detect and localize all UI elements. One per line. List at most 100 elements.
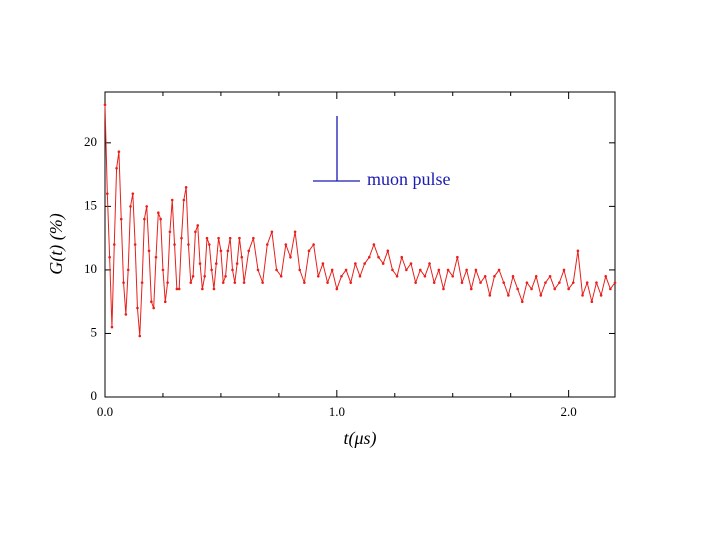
data-point bbox=[108, 255, 111, 259]
data-point bbox=[131, 192, 135, 195]
data-point bbox=[609, 287, 612, 291]
data-point bbox=[187, 243, 190, 246]
data-point bbox=[381, 262, 385, 265]
data-point bbox=[275, 268, 278, 272]
data-point bbox=[140, 281, 144, 284]
data-point bbox=[451, 274, 455, 278]
data-point bbox=[307, 249, 311, 253]
data-point bbox=[544, 281, 547, 284]
data-point bbox=[106, 192, 109, 195]
data-point bbox=[224, 274, 227, 278]
data-point bbox=[201, 287, 204, 291]
data-point bbox=[303, 281, 306, 284]
data-point bbox=[460, 281, 464, 284]
data-point bbox=[173, 243, 176, 246]
data-point bbox=[479, 281, 482, 284]
data-point bbox=[252, 236, 255, 240]
data-point bbox=[110, 325, 114, 329]
data-point bbox=[581, 294, 584, 297]
data-point bbox=[530, 287, 533, 291]
y-axis-label: G(t) (%) bbox=[46, 213, 67, 274]
data-point bbox=[576, 249, 580, 253]
data-point bbox=[326, 281, 329, 284]
data-point bbox=[289, 255, 292, 259]
data-point bbox=[604, 274, 608, 278]
data-point bbox=[571, 281, 575, 284]
data-point bbox=[395, 274, 399, 278]
data-point bbox=[432, 281, 436, 284]
data-point bbox=[409, 262, 413, 265]
annotation: muon pulse bbox=[367, 169, 451, 189]
data-point bbox=[112, 243, 116, 246]
data-point bbox=[516, 287, 519, 291]
data-point bbox=[363, 262, 366, 265]
data-point bbox=[157, 211, 160, 215]
y-tick-label: 0 bbox=[91, 388, 98, 403]
data-point bbox=[196, 224, 200, 227]
data-point bbox=[298, 268, 302, 272]
y-tick-label: 10 bbox=[84, 261, 97, 276]
data-point bbox=[456, 255, 459, 259]
data-point bbox=[168, 230, 172, 234]
data-point bbox=[219, 249, 223, 253]
data-point bbox=[562, 268, 566, 272]
data-point bbox=[316, 274, 320, 278]
data-point bbox=[221, 281, 225, 284]
data-point bbox=[437, 268, 441, 272]
data-point bbox=[548, 274, 552, 278]
data-point bbox=[539, 294, 543, 297]
data-point bbox=[493, 274, 496, 278]
data-point bbox=[507, 294, 510, 297]
data-point bbox=[367, 255, 371, 259]
data-point bbox=[133, 243, 137, 246]
data-point bbox=[175, 287, 179, 291]
data-point bbox=[279, 274, 283, 278]
data-point bbox=[442, 287, 445, 291]
x-tick-label: 0.0 bbox=[97, 404, 113, 419]
data-point bbox=[242, 281, 246, 284]
data-point bbox=[400, 255, 404, 259]
data-point bbox=[191, 274, 195, 278]
data-point bbox=[119, 217, 123, 221]
data-point bbox=[115, 166, 118, 170]
data-point bbox=[585, 281, 589, 284]
data-point bbox=[558, 281, 561, 284]
data-point bbox=[238, 236, 241, 240]
data-point bbox=[446, 268, 450, 272]
data-point bbox=[240, 255, 244, 259]
data-point bbox=[177, 287, 181, 291]
data-point bbox=[205, 236, 209, 240]
data-point bbox=[483, 274, 487, 278]
data-point bbox=[256, 268, 260, 272]
data-point bbox=[184, 186, 188, 189]
data-point bbox=[418, 268, 422, 272]
data-point bbox=[465, 268, 468, 272]
data-point bbox=[321, 262, 325, 265]
y-tick-label: 15 bbox=[84, 197, 97, 212]
data-point bbox=[124, 313, 128, 316]
x-tick-label: 2.0 bbox=[561, 404, 577, 419]
data-point bbox=[469, 287, 473, 291]
data-point bbox=[335, 287, 339, 291]
data-point bbox=[145, 205, 149, 208]
data-point bbox=[210, 268, 213, 272]
data-point bbox=[553, 287, 557, 291]
data-point bbox=[391, 268, 394, 272]
data-point bbox=[138, 334, 142, 338]
data-point bbox=[217, 236, 220, 240]
data-point bbox=[377, 255, 380, 259]
y-tick-label: 20 bbox=[84, 134, 97, 149]
data-point bbox=[340, 274, 343, 278]
data-point bbox=[231, 268, 234, 272]
data-point bbox=[502, 281, 506, 284]
data-point bbox=[180, 236, 183, 240]
y-tick-label: 5 bbox=[91, 324, 98, 339]
data-point bbox=[208, 243, 211, 246]
data-point bbox=[497, 268, 501, 272]
data-point bbox=[161, 268, 165, 272]
data-point bbox=[147, 249, 151, 253]
data-point bbox=[235, 262, 239, 265]
data-point bbox=[293, 230, 297, 234]
data-point bbox=[284, 243, 288, 246]
